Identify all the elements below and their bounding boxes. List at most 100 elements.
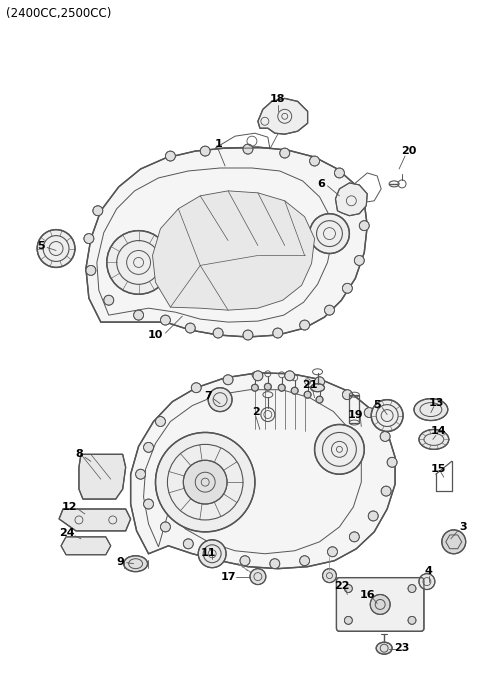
Text: 20: 20	[401, 146, 417, 156]
Text: 8: 8	[75, 450, 83, 459]
Ellipse shape	[124, 556, 147, 571]
Polygon shape	[79, 454, 126, 499]
Text: 3: 3	[459, 522, 467, 532]
Text: 4: 4	[425, 566, 433, 575]
Circle shape	[352, 188, 362, 198]
Text: 1: 1	[214, 139, 222, 149]
Circle shape	[243, 144, 253, 154]
Polygon shape	[131, 373, 395, 569]
Circle shape	[160, 315, 170, 325]
Text: 18: 18	[270, 94, 286, 104]
Circle shape	[208, 388, 232, 412]
Circle shape	[104, 295, 114, 305]
Circle shape	[107, 231, 170, 294]
Text: (2400CC,2500CC): (2400CC,2500CC)	[6, 7, 112, 20]
Circle shape	[370, 594, 390, 615]
Circle shape	[324, 305, 335, 315]
Circle shape	[408, 616, 416, 624]
Polygon shape	[59, 509, 131, 531]
Circle shape	[387, 457, 397, 467]
Circle shape	[360, 221, 369, 231]
Circle shape	[240, 556, 250, 566]
Circle shape	[314, 424, 364, 474]
Circle shape	[344, 584, 352, 592]
Polygon shape	[336, 183, 367, 216]
Polygon shape	[61, 537, 111, 554]
Circle shape	[291, 387, 298, 394]
Bar	[349, 395, 360, 422]
Circle shape	[273, 328, 283, 338]
Circle shape	[285, 371, 295, 380]
Circle shape	[342, 283, 352, 293]
Circle shape	[253, 371, 263, 380]
Circle shape	[354, 255, 364, 265]
Circle shape	[185, 323, 195, 333]
Circle shape	[310, 214, 349, 253]
Circle shape	[349, 532, 360, 542]
Text: 24: 24	[59, 528, 75, 538]
Circle shape	[270, 559, 280, 569]
Polygon shape	[153, 191, 314, 310]
Text: 16: 16	[360, 590, 375, 600]
Text: 2: 2	[252, 407, 260, 416]
Polygon shape	[86, 147, 367, 337]
FancyBboxPatch shape	[336, 577, 424, 631]
Text: 11: 11	[201, 548, 216, 558]
Circle shape	[84, 234, 94, 244]
Circle shape	[156, 433, 255, 532]
Circle shape	[304, 391, 311, 398]
Circle shape	[86, 265, 96, 276]
Circle shape	[380, 431, 390, 441]
Text: 10: 10	[148, 330, 163, 340]
Text: 9: 9	[117, 556, 125, 567]
Text: 6: 6	[318, 179, 325, 189]
Circle shape	[264, 383, 271, 390]
Text: 5: 5	[373, 399, 381, 410]
Circle shape	[133, 310, 144, 320]
Ellipse shape	[414, 399, 448, 420]
Circle shape	[278, 385, 285, 391]
Circle shape	[310, 156, 320, 166]
Text: 15: 15	[431, 464, 446, 475]
Ellipse shape	[419, 429, 449, 450]
Circle shape	[442, 530, 466, 554]
Ellipse shape	[376, 642, 392, 654]
Text: 23: 23	[395, 643, 410, 653]
Circle shape	[316, 396, 323, 403]
Circle shape	[210, 549, 220, 559]
Circle shape	[183, 539, 193, 549]
Text: 17: 17	[220, 571, 236, 582]
Circle shape	[37, 230, 75, 267]
Circle shape	[144, 442, 154, 452]
Text: 14: 14	[431, 427, 447, 437]
Circle shape	[314, 377, 324, 387]
Circle shape	[200, 146, 210, 156]
Text: 19: 19	[348, 410, 363, 420]
Circle shape	[252, 385, 258, 391]
Circle shape	[280, 148, 290, 158]
Circle shape	[344, 616, 352, 624]
Circle shape	[408, 584, 416, 592]
Circle shape	[198, 540, 226, 568]
Circle shape	[136, 469, 145, 479]
Circle shape	[342, 390, 352, 399]
Text: 21: 21	[302, 380, 317, 390]
Circle shape	[223, 375, 233, 385]
Text: 5: 5	[37, 240, 45, 250]
Circle shape	[213, 328, 223, 338]
Circle shape	[300, 320, 310, 330]
Circle shape	[93, 206, 103, 216]
Circle shape	[156, 416, 166, 427]
Circle shape	[166, 151, 175, 161]
Circle shape	[192, 383, 201, 393]
Circle shape	[371, 399, 403, 431]
Circle shape	[144, 499, 154, 509]
Text: 12: 12	[61, 502, 77, 512]
Circle shape	[381, 486, 391, 496]
Circle shape	[243, 330, 253, 340]
Ellipse shape	[311, 384, 324, 392]
Text: 22: 22	[334, 581, 349, 590]
Circle shape	[323, 569, 336, 583]
Circle shape	[183, 460, 227, 504]
Polygon shape	[258, 98, 308, 134]
